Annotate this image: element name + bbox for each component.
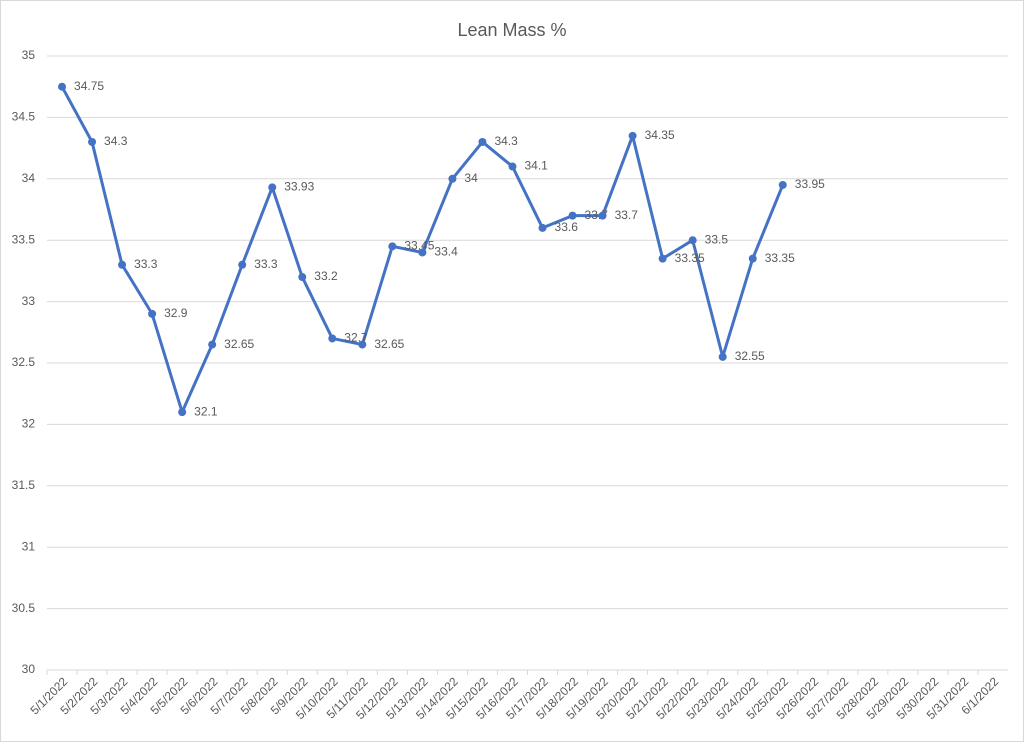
data-point bbox=[718, 352, 727, 361]
y-tick-label: 34 bbox=[22, 171, 36, 185]
data-label: 32.65 bbox=[224, 337, 254, 351]
data-point bbox=[238, 260, 247, 269]
data-point bbox=[58, 82, 67, 91]
data-label: 33.3 bbox=[134, 257, 158, 271]
data-point bbox=[208, 340, 217, 349]
data-label: 32.1 bbox=[194, 404, 218, 418]
data-point bbox=[508, 162, 517, 171]
data-label: 33.3 bbox=[254, 257, 278, 271]
data-label: 32.55 bbox=[735, 349, 765, 363]
data-point bbox=[568, 211, 577, 220]
data-label: 33.35 bbox=[765, 251, 795, 265]
y-tick-label: 33.5 bbox=[12, 232, 36, 246]
data-point bbox=[628, 131, 637, 140]
data-label: 34.3 bbox=[104, 134, 128, 148]
data-point bbox=[148, 309, 157, 318]
data-point bbox=[778, 180, 787, 189]
y-tick-label: 31 bbox=[22, 539, 36, 553]
data-point bbox=[478, 137, 487, 146]
data-label: 33.93 bbox=[284, 180, 314, 194]
data-label: 33.95 bbox=[795, 177, 825, 191]
y-tick-label: 32 bbox=[22, 417, 36, 431]
data-label: 32.9 bbox=[164, 306, 188, 320]
y-tick-label: 35 bbox=[22, 48, 36, 62]
data-point bbox=[178, 408, 187, 417]
data-point bbox=[688, 236, 697, 245]
data-point bbox=[118, 260, 127, 269]
data-point bbox=[328, 334, 337, 343]
data-label: 33.6 bbox=[555, 220, 579, 234]
data-label: 34.1 bbox=[524, 159, 548, 173]
data-point bbox=[748, 254, 757, 263]
chart-title: Lean Mass % bbox=[457, 20, 566, 40]
data-label: 34 bbox=[464, 171, 478, 185]
data-label: 33.35 bbox=[675, 251, 705, 265]
data-point bbox=[538, 223, 547, 232]
y-tick-label: 32.5 bbox=[12, 355, 36, 369]
data-point bbox=[358, 340, 367, 349]
y-tick-label: 34.5 bbox=[12, 110, 36, 124]
data-point bbox=[298, 273, 307, 282]
data-point bbox=[88, 137, 97, 146]
data-point bbox=[598, 211, 607, 220]
y-tick-label: 33 bbox=[22, 294, 36, 308]
data-label: 33.2 bbox=[314, 269, 338, 283]
data-label: 34.75 bbox=[74, 79, 104, 93]
data-label: 34.3 bbox=[494, 134, 518, 148]
data-label: 32.65 bbox=[374, 337, 404, 351]
data-label: 33.45 bbox=[404, 239, 434, 253]
y-tick-label: 30.5 bbox=[12, 601, 36, 615]
data-point bbox=[448, 174, 457, 183]
data-point bbox=[388, 242, 397, 251]
data-label: 33.5 bbox=[705, 232, 729, 246]
data-label: 34.35 bbox=[645, 128, 675, 142]
y-tick-label: 30 bbox=[22, 662, 36, 676]
y-tick-label: 31.5 bbox=[12, 478, 36, 492]
data-point bbox=[268, 183, 277, 192]
data-label: 33.4 bbox=[434, 245, 458, 259]
data-point bbox=[658, 254, 667, 263]
data-label: 33.7 bbox=[615, 208, 639, 222]
data-point bbox=[418, 248, 427, 257]
